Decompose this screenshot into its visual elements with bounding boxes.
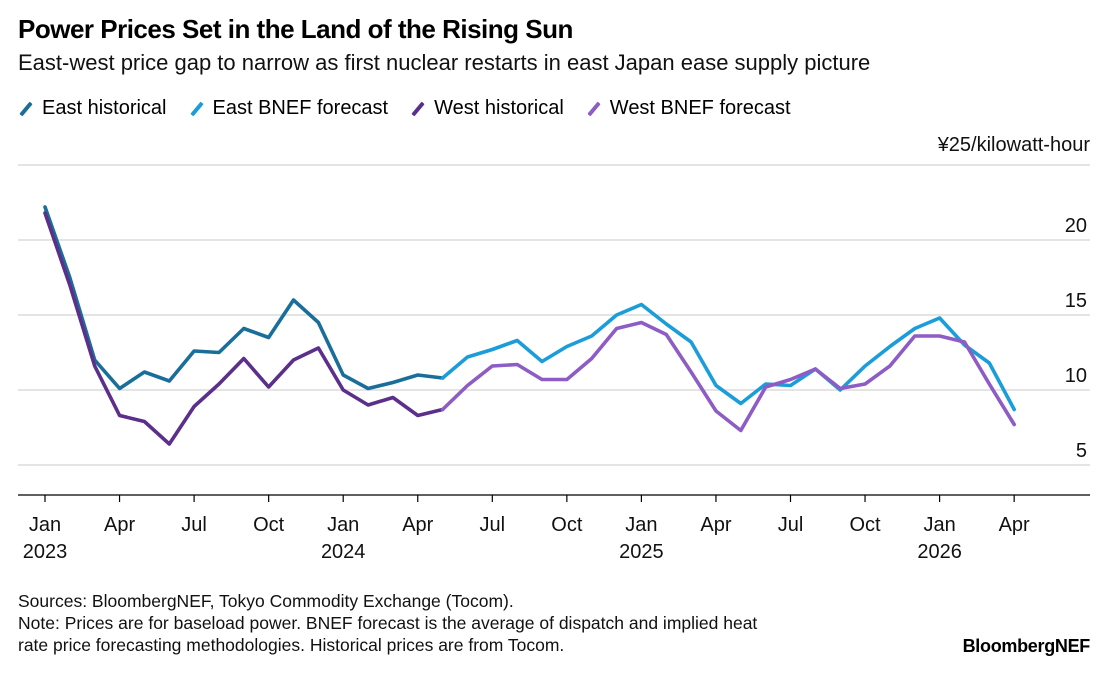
x-tick-label: Oct — [253, 514, 285, 536]
y-tick-label: 15 — [1065, 290, 1087, 312]
series-line-west-bnef-forecast — [440, 320, 1017, 433]
chart-subtitle: East-west price gap to narrow as first n… — [18, 50, 871, 75]
x-tick-year-label: 2025 — [619, 541, 664, 563]
x-tick-label: Jan — [29, 514, 61, 536]
legend-label: East BNEF forecast — [212, 97, 389, 119]
legend-item-east-historical[interactable]: East historical — [18, 97, 167, 120]
x-tick-label: Jan — [625, 514, 657, 536]
chart-title: Power Prices Set in the Land of the Risi… — [18, 14, 573, 44]
x-tick-year-label: 2023 — [23, 541, 68, 563]
x-tick-label: Apr — [999, 514, 1030, 536]
x-tick-label: Jul — [480, 514, 506, 536]
x-tick-label: Jul — [778, 514, 804, 536]
y-axis-unit-label: ¥25/kilowatt-hour — [937, 134, 1090, 156]
legend-label: East historical — [42, 97, 167, 119]
x-tick-label: Jan — [327, 514, 359, 536]
series-line-east-historical — [43, 205, 445, 391]
legend-label: West historical — [434, 97, 564, 119]
series-line-west-historical — [43, 211, 445, 446]
legend-item-west-forecast[interactable]: West BNEF forecast — [586, 97, 791, 120]
x-tick-year-label: 2024 — [321, 541, 366, 563]
x-tick-label: Apr — [104, 514, 135, 536]
x-tick-year-label: 2026 — [917, 541, 962, 563]
x-tick-label: Jul — [181, 514, 207, 536]
y-tick-label: 20 — [1065, 215, 1087, 237]
x-tick-label: Apr — [700, 514, 731, 536]
brand-logo: BloombergNEF — [962, 636, 1091, 656]
legend-label: West BNEF forecast — [609, 97, 791, 119]
x-tick-label: Apr — [402, 514, 433, 536]
legend-item-west-historical[interactable]: West historical — [410, 97, 564, 120]
x-tick-label: Oct — [849, 514, 881, 536]
x-tick-label: Jan — [923, 514, 955, 536]
x-tick-label: Oct — [551, 514, 583, 536]
legend: East historical East BNEF forecast West … — [18, 97, 791, 120]
sources-text: Sources: BloombergNEF, Tokyo Commodity E… — [18, 591, 514, 611]
footer-notes: Sources: BloombergNEF, Tokyo Commodity E… — [18, 590, 757, 656]
y-tick-label: 10 — [1065, 365, 1087, 387]
note-text-line-1: Note: Prices are for baseload power. BNE… — [18, 613, 758, 633]
y-tick-label: 5 — [1076, 440, 1087, 462]
note-text-line-2: rate price forecasting methodologies. Hi… — [18, 635, 565, 655]
legend-item-east-forecast[interactable]: East BNEF forecast — [189, 97, 389, 120]
series-line-east-bnef-forecast — [440, 302, 1017, 412]
